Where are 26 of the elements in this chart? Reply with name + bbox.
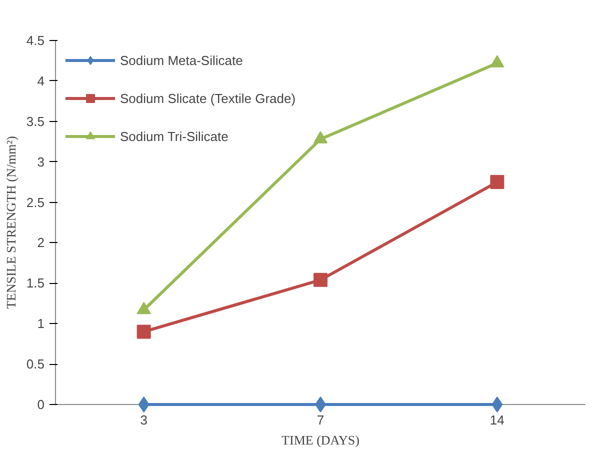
y-tick-label: 4.5 (26, 33, 45, 48)
point (490, 175, 504, 190)
y-tick-label: 0.5 (26, 356, 45, 372)
x-tick-label: 3 (140, 412, 148, 428)
y-tick-label: 4 (37, 73, 45, 88)
y-tick-label: 2.5 (26, 194, 45, 210)
point (138, 396, 150, 412)
y-tick-label: 1 (37, 316, 45, 332)
legend-label: Sodium Slicate (Textile Grade) (120, 90, 296, 106)
x-axis-title: TIME (DAYS) (282, 432, 360, 448)
point (314, 272, 328, 287)
point (314, 131, 328, 144)
y-tick-label: 3 (37, 154, 45, 170)
legend-label: Sodium Tri-Silicate (120, 128, 228, 144)
y-axis-title: TENSILE STRENGTH (N/mm²) (3, 136, 18, 309)
point (490, 55, 504, 68)
point (136, 302, 151, 314)
y-tick-label: 0 (37, 397, 45, 412)
legend-label: Sodium Meta-Silicate (120, 52, 243, 68)
y-tick-label: 3.5 (26, 114, 45, 129)
x-tick-label: 14 (490, 412, 504, 428)
point (136, 324, 151, 339)
point (492, 396, 503, 412)
x-tick-label: 7 (316, 412, 324, 428)
y-tick-label: 2 (37, 235, 45, 250)
y-tick-label: 1.5 (26, 276, 45, 291)
